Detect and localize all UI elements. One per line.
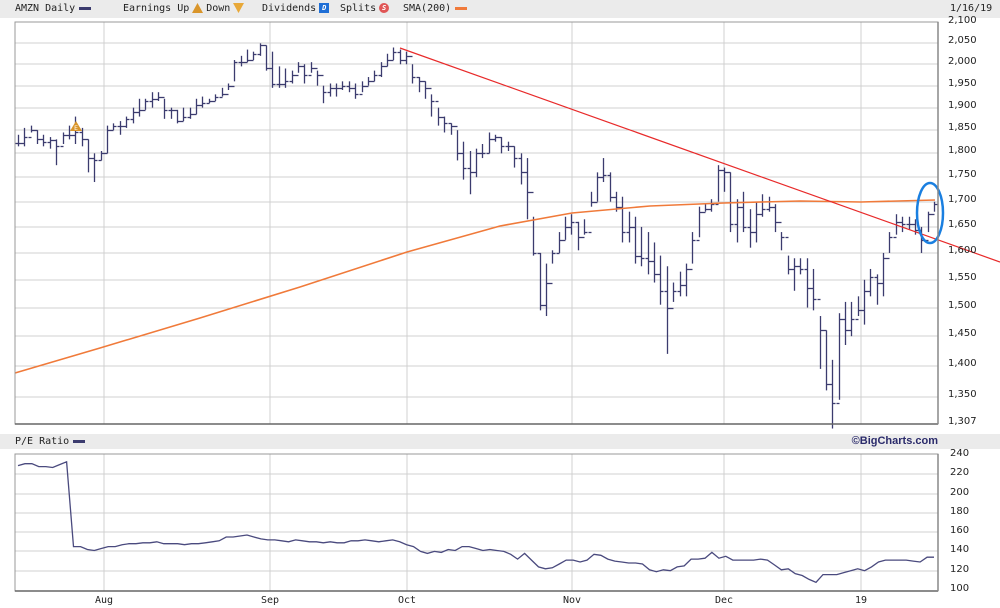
price-y-tick: 1,750 <box>948 169 977 180</box>
chart-date: 1/16/19 <box>950 3 993 14</box>
sma-label: SMA(200) <box>403 3 452 14</box>
earnings-legend: Earnings Up Down <box>123 3 245 14</box>
pe-y-tick: 120 <box>950 564 970 575</box>
price-y-tick: 2,000 <box>948 56 977 67</box>
dividends-label: Dividends <box>262 3 317 14</box>
pe-y-tick: 160 <box>950 525 970 536</box>
price-y-tick: 1,307 <box>948 416 977 427</box>
dividends-legend: Dividends D <box>262 3 330 14</box>
price-y-tick: 2,050 <box>948 35 977 46</box>
price-y-tick: 1,450 <box>948 328 977 339</box>
symbol-label: AMZN Daily <box>15 3 76 14</box>
price-y-tick: 1,800 <box>948 145 977 156</box>
splits-label: Splits <box>340 3 377 14</box>
pe-legend-strip: P/E Ratio ©BigCharts.com <box>0 434 1000 449</box>
earnings-down-label: Down <box>206 3 231 14</box>
splits-icon: S <box>379 3 390 13</box>
price-grid <box>15 22 938 424</box>
price-y-tick: 1,850 <box>948 122 977 133</box>
pe-y-tick: 140 <box>950 544 970 555</box>
pe-frame <box>14 453 939 592</box>
pe-line <box>17 460 934 584</box>
pe-grid <box>15 454 938 591</box>
price-frame <box>14 21 939 425</box>
earnings-down-icon <box>233 3 245 13</box>
dividends-icon: D <box>319 3 330 13</box>
earnings-up-marker: E <box>70 121 82 132</box>
sma200-line <box>14 199 936 374</box>
bigcharts-brand: ©BigCharts.com <box>851 435 938 447</box>
price-y-tick: 1,350 <box>948 389 977 400</box>
highlight-ellipse <box>915 181 945 245</box>
pe-legend: P/E Ratio <box>15 436 86 447</box>
price-y-tick: 1,700 <box>948 194 977 205</box>
x-tick: 19 <box>854 595 868 606</box>
earnings-up-label: Up <box>177 3 190 14</box>
earnings-up-icon <box>192 3 204 13</box>
sma-legend: SMA(200) <box>403 3 468 14</box>
legend-strip: AMZN Daily Earnings Up Down Dividends D Sp… <box>0 0 1000 18</box>
price-y-tick: 1,600 <box>948 245 977 256</box>
x-tick: Sep <box>260 595 280 606</box>
symbol-legend: AMZN Daily <box>15 3 92 14</box>
pe-y-tick: 180 <box>950 506 970 517</box>
price-bars <box>15 43 938 429</box>
x-tick: Dec <box>714 595 734 606</box>
pe-label: P/E Ratio <box>15 436 70 447</box>
svg-text:E: E <box>74 125 78 132</box>
price-y-tick: 1,650 <box>948 219 977 230</box>
price-y-tick: 2,100 <box>948 15 977 26</box>
price-y-tick: 1,900 <box>948 100 977 111</box>
x-tick: Oct <box>397 595 417 606</box>
pe-y-tick: 220 <box>950 467 970 478</box>
splits-legend: Splits S <box>340 3 390 14</box>
pe-y-tick: 200 <box>950 487 970 498</box>
price-y-tick: 1,950 <box>948 78 977 89</box>
earnings-label: Earnings <box>123 3 172 14</box>
pe-y-tick: 240 <box>950 448 970 459</box>
x-tick: Nov <box>562 595 582 606</box>
pe-y-tick: 100 <box>950 583 970 594</box>
sma-legend-swatch <box>455 6 468 10</box>
pe-legend-swatch <box>73 439 86 443</box>
trendline <box>399 47 1000 263</box>
price-y-tick: 1,500 <box>948 300 977 311</box>
x-tick: Aug <box>94 595 114 606</box>
price-y-tick: 1,400 <box>948 358 977 369</box>
price-legend-swatch <box>79 6 92 10</box>
price-y-tick: 1,550 <box>948 272 977 283</box>
